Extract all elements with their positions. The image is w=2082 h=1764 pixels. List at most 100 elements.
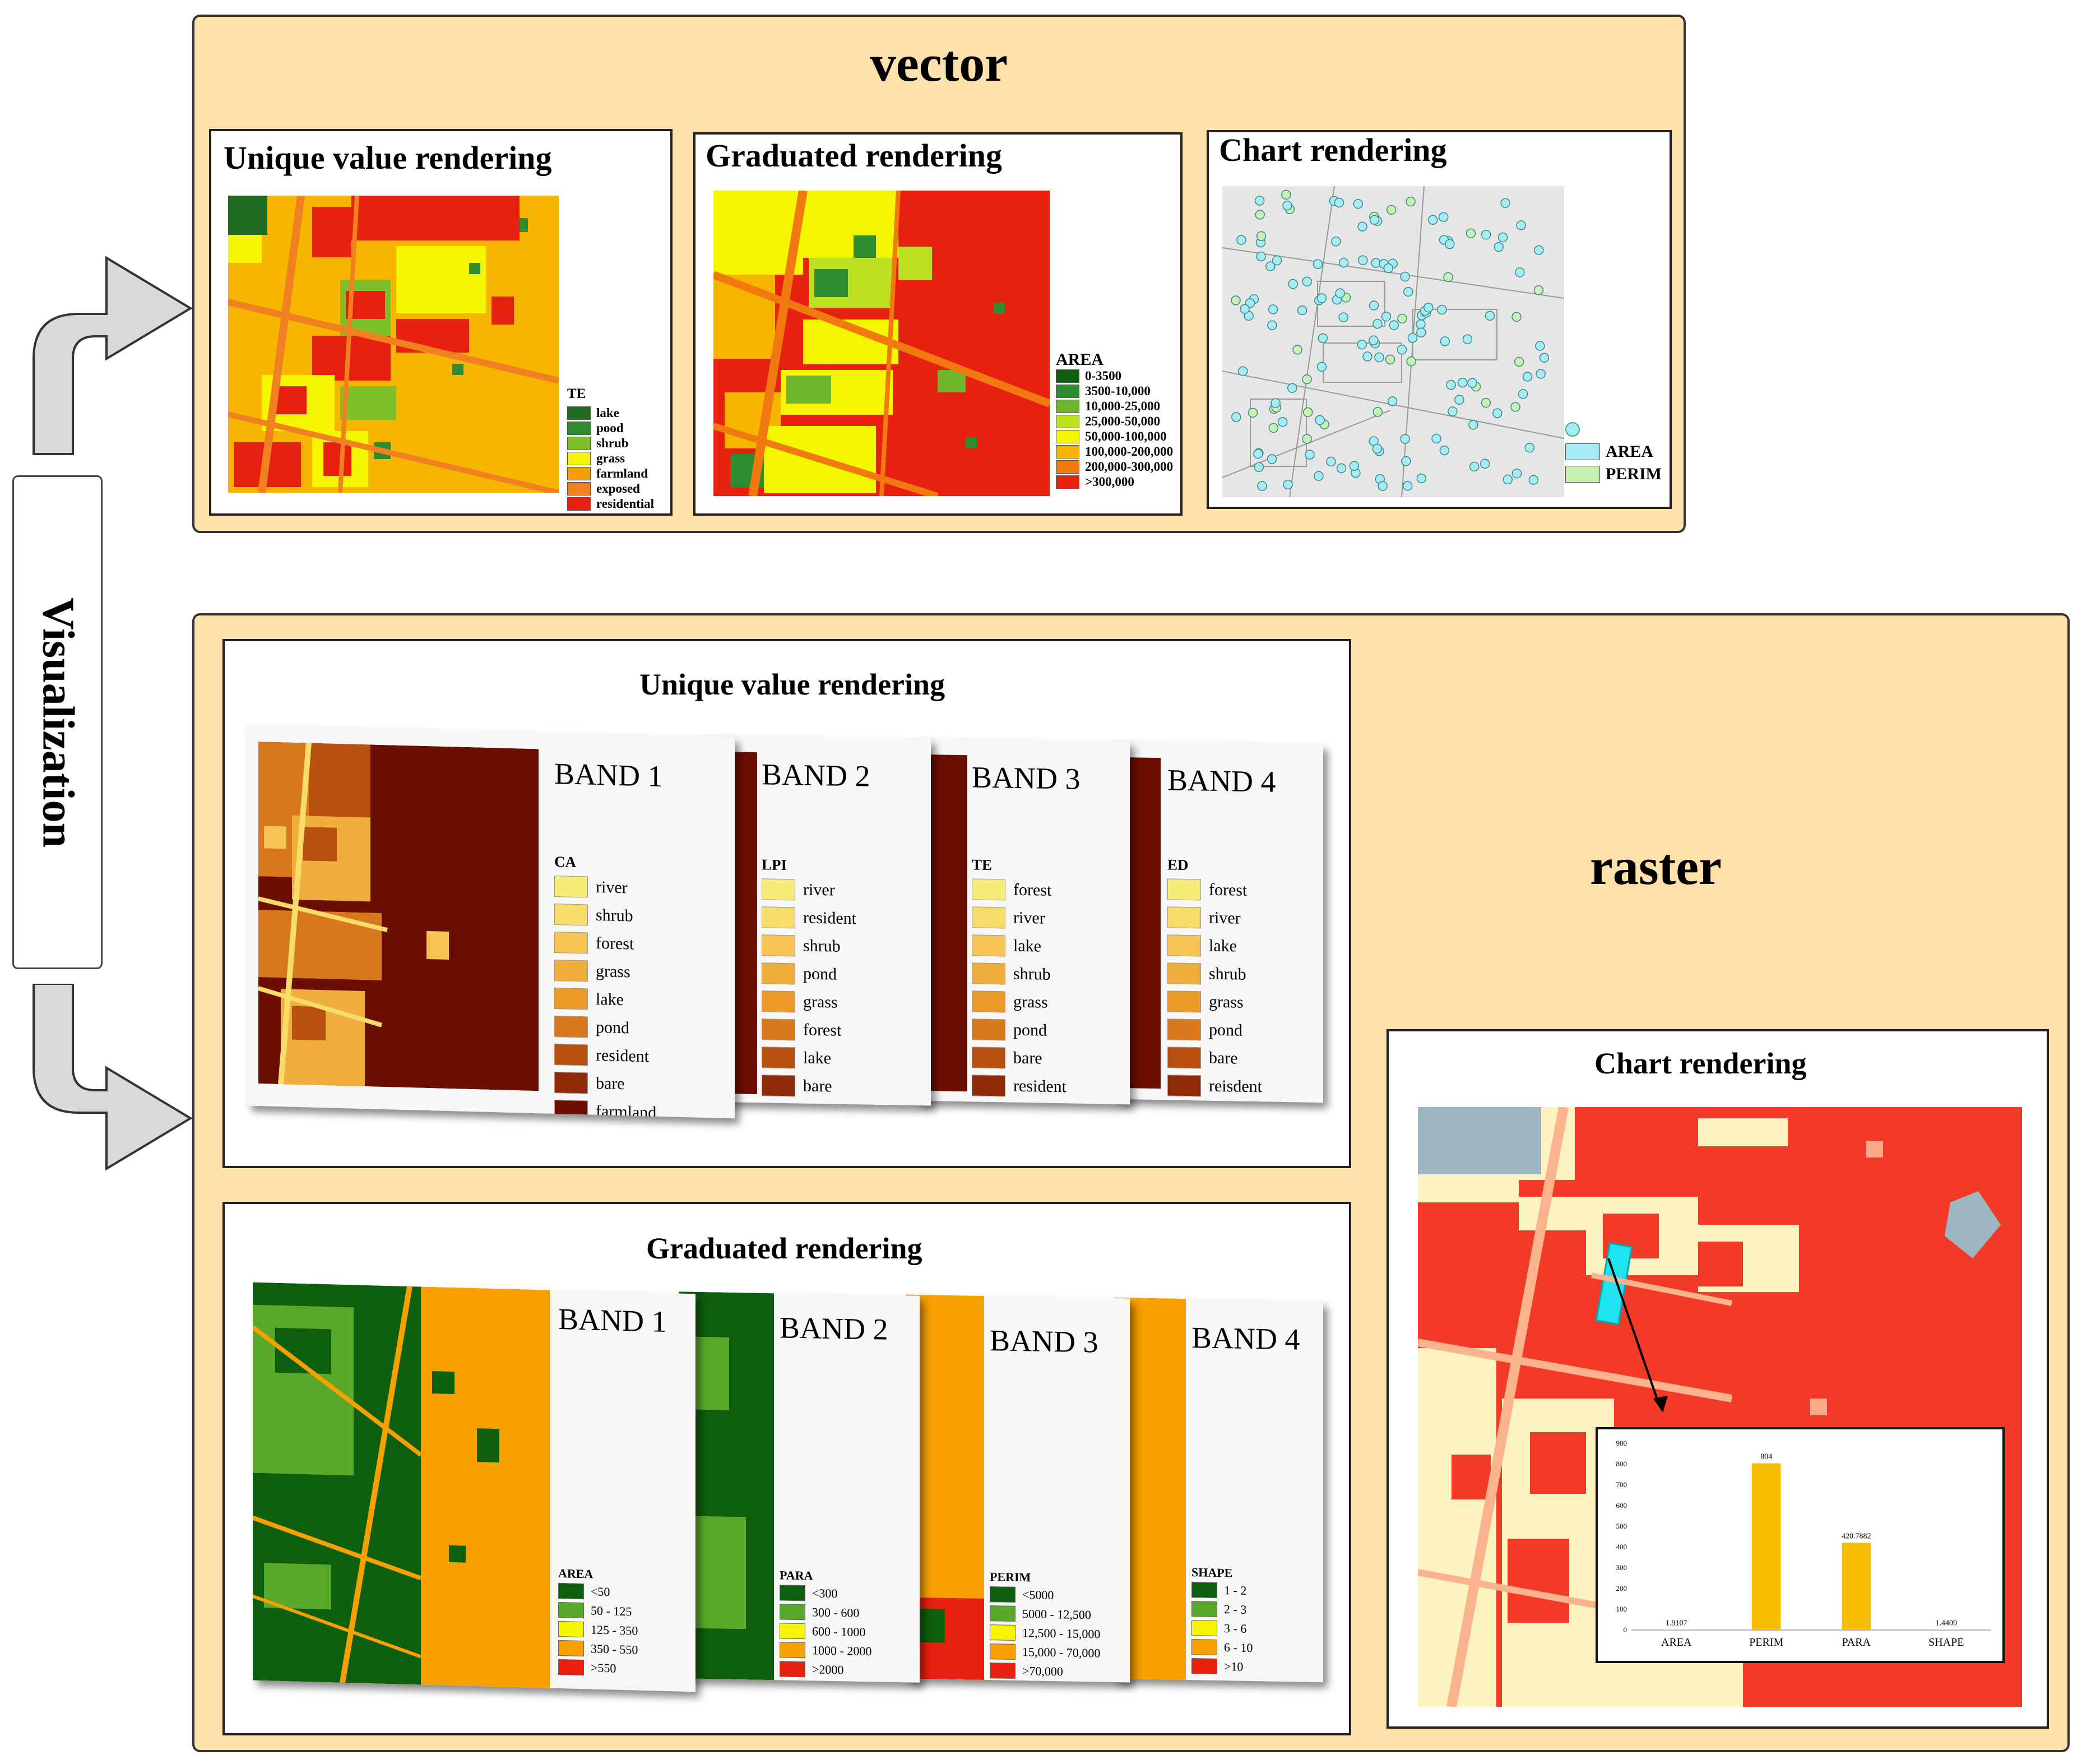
chart-symbol [1240, 304, 1250, 314]
chart-symbol [1457, 377, 1468, 388]
x-tick-label: PARA [1842, 1636, 1871, 1649]
band-label: BAND 3 [990, 1323, 1098, 1359]
sheet-legend-title: TE [972, 856, 993, 874]
sheet-map [906, 1294, 984, 1680]
legend-swatch [972, 1018, 1005, 1041]
legend-label: <5000 [1022, 1587, 1054, 1603]
legend-swatch [1565, 466, 1600, 483]
legend-label: grass [596, 961, 630, 981]
chart-symbol [1402, 480, 1413, 491]
chart-symbol [1406, 196, 1416, 207]
legend-label: river [1013, 908, 1045, 928]
chart-symbol [1497, 232, 1508, 243]
chart-symbol [1510, 402, 1520, 412]
legend-swatch [1191, 1582, 1217, 1598]
chart-symbol [1282, 200, 1292, 211]
chart-symbol [1387, 396, 1398, 406]
vector-chart-title: Chart rendering [1219, 132, 1447, 168]
legend-label: 6 - 10 [1224, 1640, 1253, 1655]
chart-symbol [1338, 312, 1348, 322]
chart-symbol [1431, 433, 1441, 444]
chart-symbol [1297, 305, 1307, 316]
legend-label: 3 - 6 [1224, 1621, 1247, 1636]
chart-symbol [1369, 300, 1379, 311]
legend-label: 1000 - 2000 [812, 1643, 872, 1659]
chart-symbol [1268, 423, 1279, 433]
legend-swatch [558, 1640, 584, 1657]
raster-graduated-sheet-band3: BAND 3 PERIM <5000 5000 - 12,500 12,500 - … [906, 1294, 1130, 1683]
legend-swatch [558, 1582, 584, 1600]
legend-item: forest [554, 931, 634, 955]
legend-item: <5000 [990, 1586, 1054, 1603]
chart-symbol [1287, 383, 1297, 393]
chart-symbol [1439, 445, 1450, 456]
legend-item: >2000 [780, 1661, 843, 1678]
legend-item: farmland [567, 466, 648, 481]
chart-symbol [1302, 276, 1313, 287]
legend-swatch [972, 990, 1005, 1013]
legend-item: grass [567, 451, 625, 466]
chart-symbol [1302, 407, 1313, 418]
raster-unique-box: Unique value rendering BAND 4 ED forest r… [222, 639, 1351, 1168]
vector-unique-legend-title: TE [567, 386, 586, 401]
chart-symbol [1536, 369, 1546, 379]
legend-swatch [780, 1604, 805, 1621]
chart-symbol [1267, 454, 1277, 464]
chart-symbol [1256, 251, 1266, 262]
legend-item: bare [972, 1047, 1042, 1069]
legend-swatch [567, 467, 591, 480]
legend-swatch [990, 1624, 1016, 1641]
raster-chart-box: Chart rendering [1387, 1029, 2049, 1729]
legend-swatch [1167, 906, 1201, 929]
legend-swatch [1167, 934, 1201, 957]
legend-label: <300 [812, 1586, 838, 1601]
legend-item: AREA [1565, 442, 1653, 461]
legend-item: resident [762, 906, 856, 929]
legend-swatch [762, 1103, 795, 1106]
legend-item: 350 - 550 [558, 1640, 638, 1658]
chart-symbol [1268, 304, 1278, 314]
legend-label: 125 - 350 [591, 1622, 638, 1638]
legend-item: forest [762, 1018, 841, 1041]
legend-label: 2 - 3 [1224, 1602, 1247, 1617]
band-label: BAND 3 [972, 760, 1081, 796]
chart-symbol [1254, 462, 1264, 473]
legend-swatch [1167, 1075, 1201, 1097]
chart-symbol [1427, 215, 1438, 225]
legend-label: 600 - 1000 [812, 1624, 866, 1640]
sheet-map [253, 1282, 550, 1688]
legend-label: resident [596, 1045, 649, 1066]
raster-graduated-title: Graduated rendering [646, 1231, 922, 1265]
y-tick-label: 600 [1616, 1501, 1627, 1510]
legend-item: >550 [558, 1659, 616, 1677]
bar [1932, 1629, 1961, 1630]
legend-item: resident [972, 1075, 1066, 1098]
chart-symbol [1511, 468, 1522, 479]
chart-symbol [1272, 255, 1282, 266]
chart-symbol [1277, 416, 1288, 427]
legend-swatch [554, 987, 588, 1010]
legend-label: shrub [1013, 964, 1051, 984]
chart-symbol [1516, 220, 1526, 230]
legend-label: forest [596, 933, 634, 953]
legend-item: 15,000 - 70,000 [990, 1643, 1100, 1661]
chart-symbol [1316, 293, 1327, 303]
chart-symbol [1372, 407, 1383, 417]
legend-label: forest [1013, 880, 1052, 900]
legend-swatch [554, 1099, 588, 1119]
legend-swatch [780, 1623, 805, 1640]
chart-symbol [1281, 189, 1291, 200]
legend-label: reisdent [1209, 1076, 1262, 1096]
legend-label: pond [1209, 1020, 1242, 1040]
vector-graduated-legend-title: AREA [1056, 350, 1104, 369]
vector-chart-legend-symbol [1565, 422, 1580, 437]
legend-label: resident [1013, 1076, 1066, 1096]
chart-symbol [1386, 205, 1397, 215]
legend-item: exposed [567, 481, 640, 496]
legend-label: shrub [1209, 964, 1246, 984]
chart-symbol [1423, 302, 1434, 313]
legend-label: lake [1209, 936, 1237, 956]
legend-label: bare [596, 1073, 625, 1094]
bar [1752, 1463, 1781, 1630]
legend-label: farmland [596, 1101, 657, 1119]
